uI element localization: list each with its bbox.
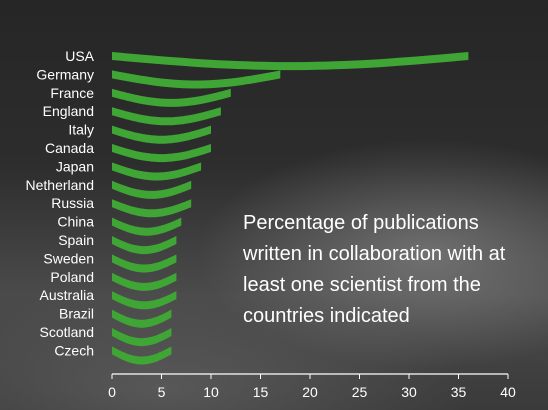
- chart-annotation: Percentage of publications written in co…: [243, 212, 506, 327]
- category-label: Scotland: [40, 324, 94, 340]
- x-tick-label: 15: [253, 384, 269, 400]
- category-label: Germany: [36, 66, 94, 82]
- category-label: Sweden: [43, 250, 94, 266]
- category-label: Italy: [68, 122, 94, 138]
- bar-sweden: [112, 254, 177, 273]
- category-labels: USA Germany France England Italy Canada Japan N…: [26, 48, 95, 358]
- x-tick-label: 40: [500, 384, 516, 400]
- bar-czech: [112, 346, 172, 365]
- category-label: Australia: [40, 287, 95, 303]
- category-label: Brazil: [59, 306, 94, 322]
- category-label: France: [50, 85, 94, 101]
- bar-china: [112, 217, 182, 236]
- x-tick-label: 25: [352, 384, 368, 400]
- category-label: England: [43, 103, 94, 119]
- bar-germany: [112, 70, 281, 89]
- category-label: Czech: [54, 342, 94, 358]
- bars-group: [112, 52, 469, 365]
- category-label: Poland: [50, 269, 94, 285]
- category-label: Spain: [58, 232, 94, 248]
- x-tick-label: 10: [203, 384, 219, 400]
- category-label: Canada: [45, 140, 94, 156]
- bar-japan: [112, 162, 202, 181]
- category-label: Netherland: [26, 177, 95, 193]
- bar-australia: [112, 291, 177, 310]
- x-tick-label: 0: [108, 384, 116, 400]
- bar-russia: [112, 199, 192, 218]
- x-tick-label: 35: [451, 384, 467, 400]
- bar-netherland: [112, 180, 192, 199]
- category-label: China: [57, 214, 94, 230]
- bar-england: [112, 107, 221, 126]
- x-tick-label: 20: [302, 384, 318, 400]
- bar-scotland: [112, 328, 172, 347]
- x-tick-label: 5: [158, 384, 166, 400]
- bar-brazil: [112, 309, 172, 328]
- category-label: Russia: [51, 195, 94, 211]
- bar-spain: [112, 236, 177, 255]
- category-label: USA: [65, 48, 94, 64]
- category-label: Japan: [56, 158, 94, 174]
- bar-usa: [112, 52, 469, 71]
- bar-canada: [112, 144, 211, 163]
- x-axis: 0 5 10 15 20 25 30 35 40: [108, 373, 516, 400]
- bar-france: [112, 88, 231, 107]
- bar-italy: [112, 125, 211, 144]
- bar-poland: [112, 272, 177, 291]
- x-tick-label: 30: [401, 384, 417, 400]
